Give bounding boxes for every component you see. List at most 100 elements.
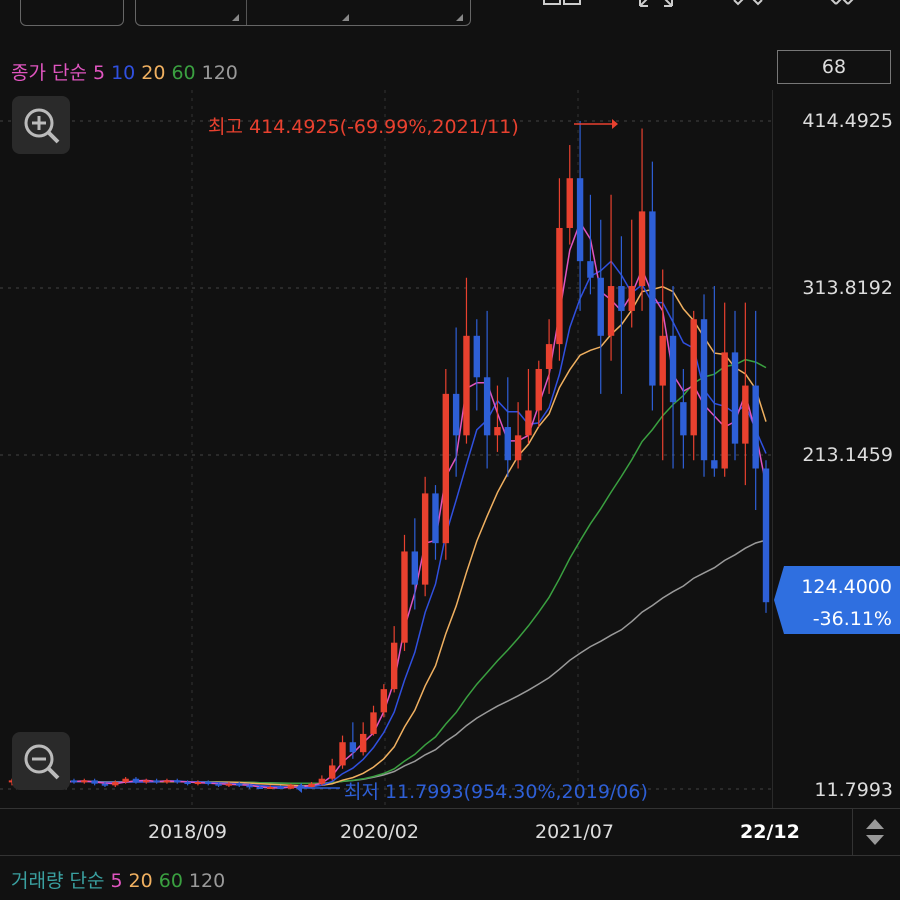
- candle-body: [359, 733, 367, 753]
- y-tick-label: 313.8192: [802, 277, 893, 299]
- candle-body: [70, 780, 78, 783]
- candle-body: [184, 782, 191, 785]
- candle-body: [576, 178, 584, 262]
- y-tick-label: 414.4925: [802, 110, 893, 132]
- low-annotation-text: 최저 11.7993(954.30%,2019/06): [344, 781, 648, 803]
- candle-body: [545, 344, 553, 369]
- candle-body: [421, 493, 429, 585]
- candle-body: [597, 277, 604, 336]
- candle-body: [112, 782, 119, 786]
- time-axis[interactable]: 2018/09 2020/02 2021/07 22/12: [0, 808, 900, 856]
- dropdown-corner-icon: [342, 14, 349, 21]
- candle-body: [287, 785, 295, 789]
- price-chart-area[interactable]: [0, 90, 772, 808]
- candle-body: [91, 780, 98, 784]
- candle-body: [277, 787, 284, 790]
- candle-body: [566, 178, 573, 228]
- candle-body: [742, 385, 749, 444]
- ma60-line: [11, 358, 767, 785]
- low-annotation: 최저 11.7993(954.30%,2019/06): [344, 777, 648, 804]
- high-arrow-icon: [574, 119, 618, 129]
- x-tick-label: 2018/09: [148, 821, 227, 843]
- candle-body: [132, 778, 140, 783]
- candle-body: [483, 377, 491, 436]
- candle-body: [318, 778, 326, 784]
- candle-body: [514, 435, 522, 461]
- candle-body: [762, 468, 770, 603]
- candle-body: [236, 783, 243, 786]
- y-tick-label: 11.7993: [814, 779, 893, 801]
- candle-body: [494, 427, 501, 436]
- zoom-out-button[interactable]: [12, 732, 70, 790]
- top-toolbar: [0, 0, 900, 44]
- candle-body: [143, 780, 150, 783]
- x-tick-label: 2020/02: [340, 821, 419, 843]
- candle-body: [752, 385, 759, 469]
- scroll-updown-icon[interactable]: [864, 817, 886, 847]
- candle-body: [122, 778, 129, 783]
- candle-body: [525, 410, 532, 436]
- layout-icon[interactable]: [542, 0, 582, 16]
- candle-body: [504, 427, 511, 461]
- tools-icon[interactable]: [822, 0, 862, 16]
- candle-body: [153, 780, 160, 783]
- zoom-out-icon: [24, 744, 60, 780]
- candle-body: [370, 712, 377, 734]
- price-axis[interactable]: 414.4925 313.8192 213.1459 11.7993: [772, 90, 900, 808]
- candle-body: [380, 689, 388, 713]
- candle-body: [349, 742, 357, 753]
- zoom-in-icon: [24, 108, 60, 144]
- candle-body: [628, 286, 635, 311]
- ma10-legend: 10: [111, 62, 136, 84]
- candle-body: [256, 787, 264, 790]
- candle-body: [411, 551, 419, 585]
- candle-body: [690, 319, 697, 436]
- candle-body: [669, 335, 677, 403]
- candle-body: [659, 335, 666, 386]
- x-current-label: 22/12: [740, 821, 800, 843]
- selector-divider: [246, 0, 247, 25]
- candle-count-box[interactable]: 68: [777, 50, 891, 84]
- candle-body: [587, 261, 594, 278]
- candle-body: [194, 782, 202, 785]
- candle-body: [442, 393, 450, 544]
- candle-body: [721, 352, 728, 469]
- candle-body: [205, 782, 212, 785]
- current-price: 124.4000: [801, 576, 892, 598]
- candle-body: [535, 368, 542, 411]
- candle-body: [463, 335, 470, 436]
- vol-ma20-legend: 20: [128, 870, 153, 892]
- x-tick-label: 2021/07: [535, 821, 614, 843]
- candle-body: [680, 402, 687, 436]
- vol-ma120-legend: 120: [188, 870, 226, 892]
- candle-body: [225, 783, 233, 786]
- expand-icon[interactable]: [636, 0, 676, 16]
- y-tick-label: 213.1459: [802, 444, 893, 466]
- dropdown-corner-icon: [456, 14, 463, 21]
- timeframe-selector[interactable]: [20, 0, 124, 26]
- candle-body: [731, 352, 739, 444]
- current-price-tag: 124.4000 -36.11%: [774, 566, 900, 634]
- candle-body: [101, 783, 109, 786]
- price-tag-shape: [774, 566, 900, 634]
- ma20-legend: 20: [141, 62, 166, 84]
- candle-body: [452, 393, 460, 436]
- candle-body: [328, 765, 336, 779]
- axis-divider: [852, 809, 853, 855]
- settings-icon[interactable]: [728, 0, 768, 16]
- ma120-legend: 120: [201, 62, 238, 84]
- zoom-in-button[interactable]: [12, 96, 70, 154]
- candle-body: [618, 286, 625, 311]
- candle-body: [390, 642, 398, 690]
- vol-ma5-legend: 5: [110, 870, 123, 892]
- candle-body: [246, 785, 253, 788]
- candle-body: [473, 335, 480, 378]
- chart-type-selector[interactable]: [135, 0, 471, 26]
- volume-legend-label: 거래량 단순: [11, 870, 105, 892]
- ma5-legend: 5: [92, 62, 106, 84]
- candle-body: [556, 227, 563, 345]
- ma120-line: [11, 539, 767, 785]
- volume-legend: 거래량 단순 5 20 60 120: [11, 866, 231, 893]
- candle-body: [81, 780, 88, 783]
- current-change: -36.11%: [812, 608, 892, 630]
